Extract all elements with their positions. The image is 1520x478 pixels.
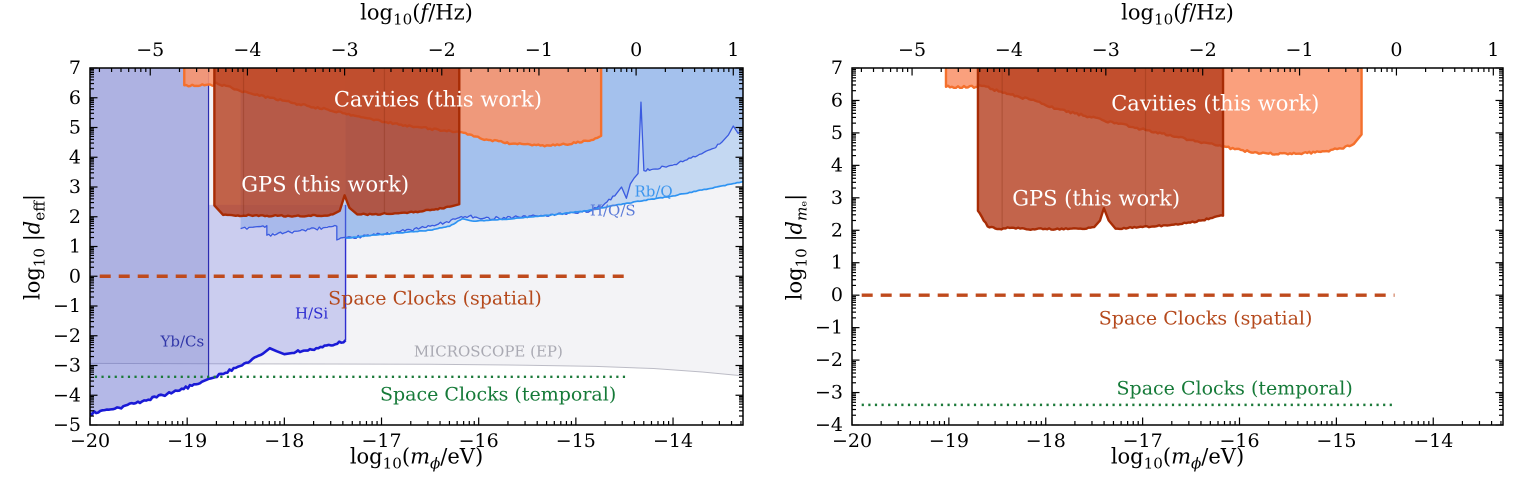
toptick-label: −3 [1092, 39, 1120, 61]
ytick-label: 5 [69, 117, 81, 139]
xtick-label: −20 [70, 430, 110, 452]
ytick-label: 2 [69, 206, 81, 228]
ytick-label: 3 [69, 176, 81, 198]
toptick-label: 0 [1390, 39, 1402, 61]
hqs-label-deff: H/Q/S [589, 201, 636, 220]
ytick-label: 6 [69, 87, 81, 109]
space-clocks-spatial-label-deff: Space Clocks (spatial) [328, 287, 542, 310]
xtick-label: −19 [167, 430, 207, 452]
toptick-label: 1 [1487, 39, 1499, 61]
gps-region-edge [213, 68, 461, 218]
xtick-label: −19 [929, 430, 969, 452]
ytick-label: −5 [53, 414, 81, 436]
xtick-label: −14 [653, 430, 693, 452]
hsi-region [208, 204, 346, 379]
topaxis-title-deff: log10(f/Hz) [360, 0, 473, 29]
ytick-label: 2 [831, 219, 843, 241]
toptick-label: −3 [331, 39, 359, 61]
ybcs-region [90, 68, 209, 414]
toptick-label: −4 [233, 39, 261, 61]
gps-label-deff: GPS (this work) [241, 172, 410, 197]
yaxis-title-dme: log10 |dmₑ| [782, 193, 811, 300]
ytick-label: −1 [815, 317, 843, 339]
xtick-label: −17 [1123, 430, 1163, 452]
xtick-label: −15 [1316, 430, 1356, 452]
rbq-label-deff: Rb/Q [634, 182, 673, 201]
ytick-label: −3 [53, 355, 81, 377]
ytick-label: −2 [53, 325, 81, 347]
xtick-label: −18 [1026, 430, 1066, 452]
xtick-label: −15 [556, 430, 596, 452]
toptick-label: −2 [428, 39, 456, 61]
space-clocks-spatial-label-dme: Space Clocks (spatial) [1098, 307, 1313, 330]
space-clocks-temporal-label-dme: Space Clocks (temporal) [1116, 377, 1353, 400]
ytick-label: 6 [831, 89, 843, 111]
toptick-label: −1 [525, 39, 553, 61]
ytick-label: 1 [69, 236, 81, 258]
ytick-label: 5 [831, 122, 843, 144]
xtick-label: −18 [264, 430, 304, 452]
cavities-label-deff: Cavities (this work) [333, 87, 542, 112]
ytick-label: −3 [815, 382, 843, 404]
space-clocks-temporal-label-deff: Space Clocks (temporal) [380, 383, 617, 406]
gps-region-edge [976, 68, 1225, 231]
rbq-curve [345, 180, 743, 240]
xaxis-title-deff: log10(mϕ/eV) [349, 444, 484, 473]
topaxis-title-dme: log10(f/Hz) [1121, 0, 1234, 29]
gps-region [977, 68, 1224, 230]
ytick-label: −4 [53, 384, 81, 406]
ytick-label: 3 [831, 187, 843, 209]
yaxis-title-deff: log10 |deff| [20, 193, 49, 300]
microscope-label-deff: MICROSCOPE (EP) [413, 342, 563, 361]
ytick-label: 7 [69, 57, 81, 79]
plot-area-dme [861, 68, 1395, 407]
ytick-label: 1 [831, 252, 843, 274]
toptick-label: −4 [995, 39, 1023, 61]
toptick-label: −5 [136, 39, 164, 61]
plot-area-deff [90, 68, 743, 416]
xtick-label: −16 [1219, 430, 1259, 452]
toptick-label: 1 [727, 39, 739, 61]
ytick-label: 7 [831, 57, 843, 79]
ytick-label: 4 [69, 146, 81, 168]
ybcs-label-deff: Yb/Cs [160, 332, 205, 351]
ytick-label: −2 [815, 349, 843, 371]
ybcs-hsi-bound [90, 339, 347, 416]
xaxis-title-dme: log10(mϕ/eV) [1110, 444, 1245, 473]
microscope-region-edge [90, 362, 743, 377]
ytick-label: 4 [831, 154, 843, 176]
toptick-label: 0 [630, 39, 642, 61]
xtick-label: −20 [832, 430, 872, 452]
ticks-deff [89, 67, 743, 426]
cavities-label-dme: Cavities (this work) [1111, 91, 1320, 116]
toptick-label: −5 [898, 39, 926, 61]
toptick-label: −1 [1286, 39, 1314, 61]
ytick-label: −4 [815, 414, 843, 436]
hqs-curve [240, 101, 743, 241]
toptick-label: −2 [1189, 39, 1217, 61]
ytick-label: 0 [69, 265, 81, 287]
gps-region [214, 68, 460, 217]
hsi-label-deff: H/Si [294, 304, 329, 323]
ytick-label: −1 [53, 295, 81, 317]
gps-label-dme: GPS (this work) [1012, 186, 1181, 211]
ticks-dme [851, 67, 1503, 426]
xtick-label: −14 [1413, 430, 1453, 452]
plot-frame-dme [851, 67, 1504, 426]
xtick-label: −17 [361, 430, 401, 452]
xtick-label: −16 [459, 430, 499, 452]
ytick-label: 0 [831, 284, 843, 306]
